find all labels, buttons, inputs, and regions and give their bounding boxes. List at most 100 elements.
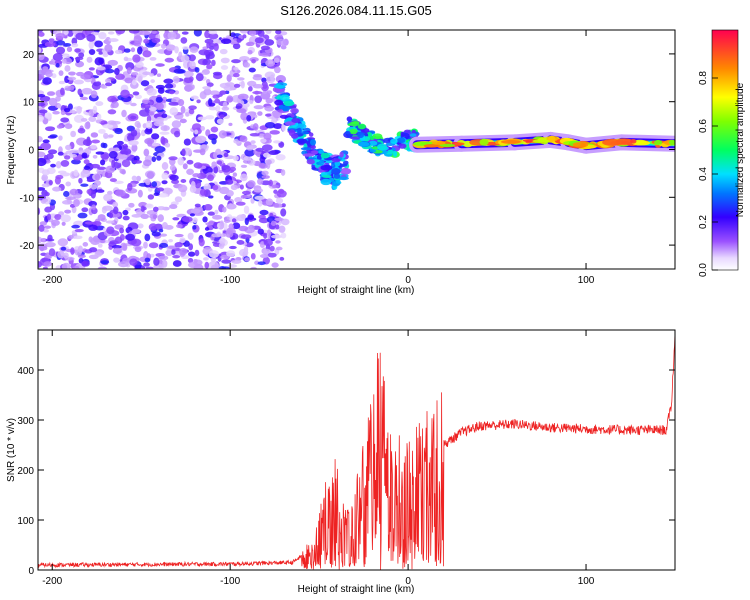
spectral-blob <box>181 31 189 35</box>
spectral-blob <box>131 175 137 181</box>
spectral-blob <box>171 120 182 129</box>
spectral-blob <box>261 170 269 176</box>
spectral-blob <box>72 265 80 269</box>
spectral-blob <box>44 242 56 248</box>
spectral-blob <box>131 79 137 86</box>
spectral-blob <box>41 176 47 181</box>
spectral-blob <box>164 57 175 63</box>
spectral-blob <box>100 260 110 265</box>
spectral-blob <box>80 74 91 80</box>
spectral-blob <box>316 154 322 161</box>
spectral-blob <box>73 169 79 177</box>
spectral-blob <box>165 44 176 51</box>
snr-panel: -200 -100 0 100 0 100 200 300 400 Height of stra… <box>6 329 676 595</box>
spectral-blob <box>280 232 287 239</box>
spectral-blob <box>237 77 245 81</box>
spectral-blob <box>98 51 103 55</box>
spectral-blob <box>409 133 417 137</box>
spectral-blob <box>61 262 71 269</box>
spectral-blob <box>268 179 273 187</box>
spectral-blob <box>243 62 251 68</box>
spectral-blob <box>80 117 88 122</box>
spectral-blob <box>269 130 280 135</box>
spectral-blob <box>280 45 287 50</box>
spectral-blob <box>244 217 249 226</box>
spectral-blob <box>142 99 151 104</box>
spectral-blob <box>151 181 158 188</box>
spectral-blob <box>246 180 256 188</box>
spectral-blob <box>171 249 176 255</box>
spectral-blob <box>60 214 71 223</box>
spectral-blob <box>156 155 162 161</box>
spectral-blob <box>128 202 135 208</box>
spectral-blob <box>532 139 552 143</box>
spectral-blob <box>139 30 151 36</box>
spectral-blob <box>320 178 332 186</box>
spectral-blob <box>155 96 163 103</box>
spectral-blob <box>148 242 159 249</box>
spectral-blob <box>231 259 242 264</box>
spectral-blob <box>306 159 315 165</box>
spectral-blob <box>187 232 194 240</box>
spectral-blob <box>167 31 177 40</box>
spectral-blob <box>159 242 169 248</box>
spectral-blob <box>160 136 166 145</box>
spectral-blob <box>318 149 325 154</box>
spectral-blob <box>654 140 663 145</box>
spectral-blob <box>134 246 142 253</box>
spectral-blob <box>94 251 103 257</box>
snr-ylabel: SNR (10 * v/v) <box>6 418 17 482</box>
spectral-blob <box>114 236 123 244</box>
spectral-blob <box>61 221 66 226</box>
spectral-blob <box>137 46 143 55</box>
spectral-blob <box>77 127 86 134</box>
y-tick-label: 0 <box>28 566 34 577</box>
spectral-blob <box>208 30 218 35</box>
spectral-blob <box>270 220 277 226</box>
spectral-blob <box>275 75 287 84</box>
spectral-blob <box>195 73 204 82</box>
chart-title: S126.2026.084.11.15.G05 <box>280 3 432 18</box>
spectral-blob <box>279 114 289 119</box>
spectral-blob <box>202 58 212 66</box>
spectral-blob <box>109 178 117 183</box>
spectral-blob <box>48 180 53 186</box>
spectral-blob <box>302 153 315 157</box>
spectral-blob <box>125 233 135 241</box>
colorbar-label: Normalized spectral amplitude <box>735 82 746 217</box>
spectral-blob <box>161 43 166 49</box>
spectral-blob <box>272 123 283 130</box>
spectral-blob <box>236 37 242 43</box>
y-tick-label: 100 <box>17 516 34 527</box>
spectral-blob <box>61 200 73 205</box>
spectral-blob <box>66 46 73 52</box>
snr-frame <box>37 329 676 571</box>
spectral-blob <box>38 109 48 114</box>
spectral-blob <box>368 140 378 146</box>
spectral-blob <box>230 32 236 38</box>
spectral-blob <box>143 38 150 44</box>
spectral-blob <box>258 162 266 168</box>
spectral-blob <box>210 264 220 269</box>
spectral-blob <box>77 245 83 254</box>
spectral-blob <box>81 260 90 267</box>
spectral-blob <box>602 138 622 146</box>
spectral-blob <box>211 161 217 168</box>
spectral-blob <box>98 31 107 40</box>
spectral-blob <box>168 238 174 243</box>
spectral-blob <box>61 58 67 64</box>
spectral-blob <box>172 75 180 84</box>
spectral-blob <box>291 118 301 124</box>
y-tick-label: 0 <box>28 146 34 157</box>
spectral-blob <box>180 54 190 64</box>
spectral-blob <box>103 193 113 202</box>
spectral-blob <box>46 153 54 160</box>
spectral-blob <box>48 248 56 257</box>
spectral-blob <box>80 183 89 187</box>
spectral-blob <box>172 217 180 221</box>
spectral-blob <box>44 41 56 48</box>
spectral-blob <box>58 135 63 141</box>
spectral-blob <box>253 105 264 110</box>
spectral-blob <box>250 252 256 260</box>
